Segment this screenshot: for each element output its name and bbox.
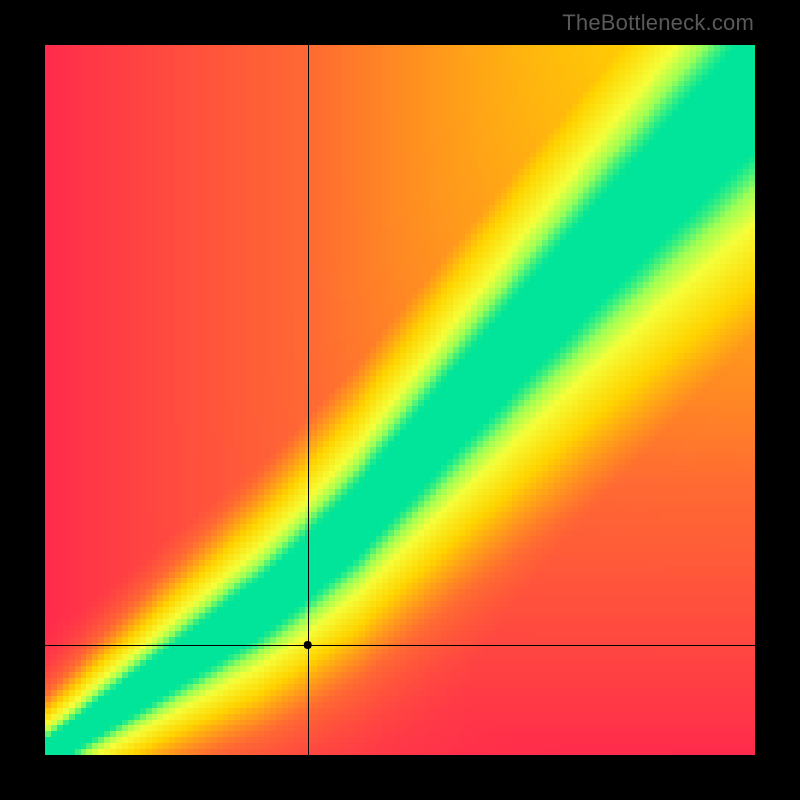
figure-container: TheBottleneck.com (0, 0, 800, 800)
bottleneck-heatmap-canvas (45, 45, 755, 755)
watermark-text: TheBottleneck.com (562, 10, 754, 36)
